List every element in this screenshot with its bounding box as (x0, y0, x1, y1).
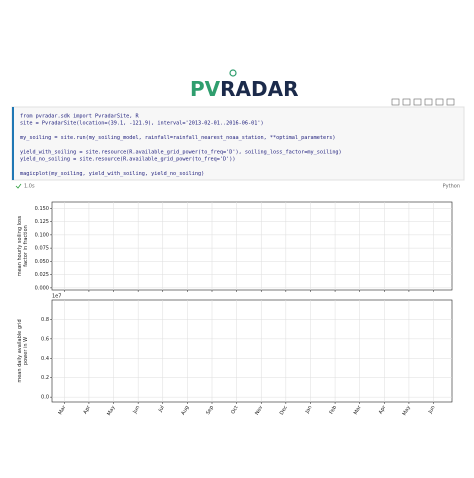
toolbar-button[interactable] (424, 98, 433, 106)
y-tick-label: 0.100 (35, 232, 49, 238)
x-tick-label: Mar (57, 404, 67, 416)
plot-area (51, 299, 453, 403)
logo-radar: RADAR (220, 77, 298, 101)
code-cell (11, 106, 465, 181)
y-tick-label: 0.0 (41, 395, 49, 401)
code-line: from pvradar.sdk import PvradarSite, R (20, 114, 140, 120)
x-tick-label: Oct (230, 405, 240, 416)
x-tick-label: Jun (132, 405, 142, 416)
y-axis-label: mean hourly soiling lossfactor in fracti… (17, 215, 29, 276)
y-tick-label: 0.025 (35, 272, 49, 278)
y-axis-label-line: factor in fraction (23, 225, 29, 267)
x-tick-label: Feb (328, 405, 338, 416)
y-tick-label: 0.000 (35, 285, 49, 291)
charts: 0.000 0.025 0.050 0.075 0.100 0.125 0.150 mean … (17, 201, 453, 417)
cell-toolbar[interactable] (391, 98, 455, 106)
logo: PVRADAR (190, 77, 299, 101)
language: Python (443, 184, 460, 190)
y-axis-label-line: mean daily available grid (17, 319, 23, 382)
y-axis-label-line: mean hourly soiling loss (17, 215, 23, 276)
logo-icon (229, 69, 237, 77)
code-line: my_soiling = site.run(my_soiling_model, … (20, 135, 335, 141)
toolbar-button[interactable] (435, 98, 444, 106)
y-axis-label: mean daily available gridpower in W (17, 319, 29, 382)
x-tick-label: May (106, 405, 116, 417)
x-tick-label: Aug (180, 405, 190, 416)
x-tick-label: Jun (427, 405, 437, 416)
y-tick-label: 0.125 (35, 219, 49, 225)
cell-marker (12, 107, 14, 180)
y-tick-label: 0.050 (35, 259, 49, 265)
x-tick-label: Jan (304, 405, 314, 416)
plot-area (51, 201, 453, 291)
x-tick-label: Mar (353, 404, 363, 416)
offset-text: 1e7 (52, 294, 61, 300)
toolbar-button[interactable] (446, 98, 455, 106)
y-tick-label: 0.6 (41, 336, 49, 342)
code-line: yield_no_soiling = site.resource(R.avail… (20, 157, 236, 163)
toolbar-button[interactable] (391, 98, 400, 106)
x-tick-label: Dec (279, 405, 289, 417)
y-axis-label-line: power in W (23, 337, 29, 365)
y-tick-label: 0.8 (41, 317, 49, 323)
exec-time: 1.0s (24, 184, 35, 190)
y-tick-label: 0.4 (41, 356, 49, 362)
x-tick-label: Nov (254, 405, 264, 416)
x-tick-label: Apr (82, 404, 92, 415)
y-tick-label: 0.2 (41, 375, 49, 381)
code-line: magicplot(my_soiling, yield_with_soiling… (20, 171, 204, 177)
y-tick-label: 0.075 (35, 246, 49, 252)
toolbar-button[interactable] (413, 98, 422, 106)
toolbar-button[interactable] (402, 98, 411, 106)
logo-pv: PV (190, 77, 221, 101)
code-line: yield_with_soiling = site.resource(R.ava… (20, 150, 342, 156)
code: from pvradar.sdk import PvradarSite, Rsi… (20, 114, 342, 178)
y-tick-label: 0.150 (35, 206, 49, 212)
x-tick-label: May (402, 405, 412, 417)
code-line: site = PvradarSite(location=(39.1, -121.… (20, 121, 264, 127)
check-icon (15, 183, 22, 189)
x-tick-label: Sep (205, 405, 215, 416)
x-tick-label: Jul (157, 405, 166, 414)
x-tick-label: Apr (378, 404, 388, 415)
